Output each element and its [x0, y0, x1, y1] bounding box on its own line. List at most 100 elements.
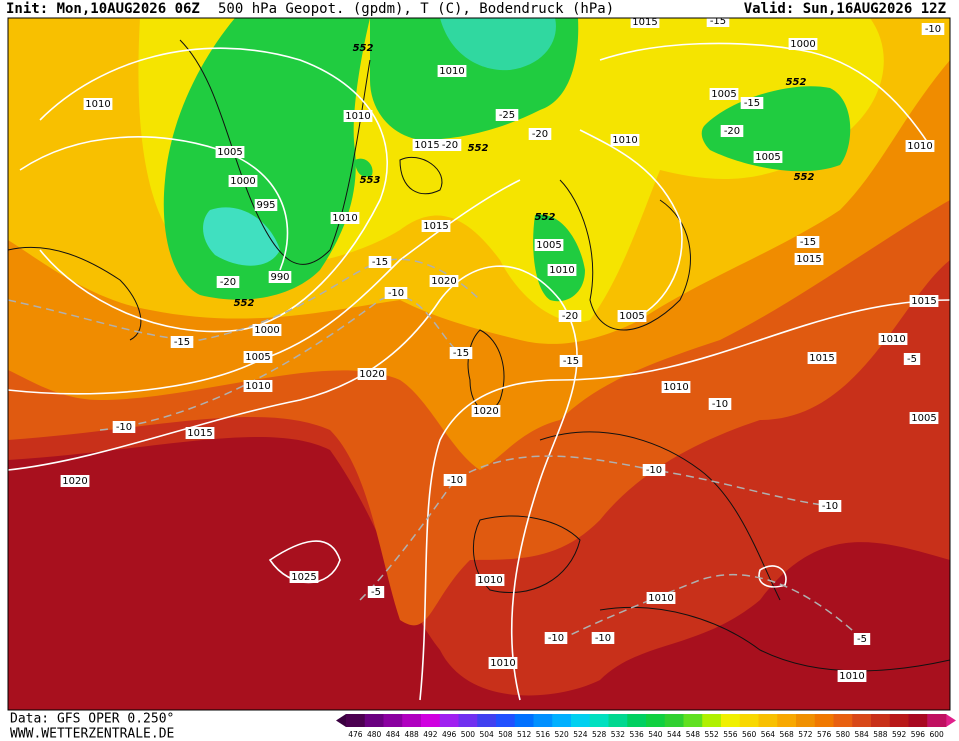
- pressure-label: 1020: [62, 476, 87, 487]
- isotherm: [559, 574, 863, 641]
- colorbar-bin: [552, 714, 572, 727]
- colorbar-label: 508: [498, 730, 513, 739]
- coastlines: [7, 39, 951, 672]
- colorbar-label: 556: [723, 730, 738, 739]
- colorbar-label: 552: [704, 730, 719, 739]
- label-box: [384, 287, 408, 299]
- label-box: [170, 336, 194, 348]
- pressure-label: 1025: [291, 572, 316, 583]
- pressure-label: 1010: [345, 111, 370, 122]
- colorbar-bin: [664, 714, 684, 727]
- pressure-label: 1015: [187, 428, 212, 439]
- label-box: [591, 632, 615, 644]
- label-box: [185, 427, 215, 439]
- label-box: [368, 256, 392, 268]
- colorbar-label: 544: [667, 730, 682, 739]
- temperature-label: -15: [372, 257, 388, 268]
- label-box: [642, 464, 666, 476]
- colorbar-bin: [814, 714, 834, 727]
- colorbar-label: 588: [873, 730, 888, 739]
- label-box: [709, 88, 739, 100]
- colorbar-bin: [571, 714, 591, 727]
- colorbar-label: 568: [779, 730, 794, 739]
- label-box: [909, 295, 939, 307]
- colorbar-label: 584: [854, 730, 869, 739]
- pressure-label: 1020: [359, 369, 384, 380]
- pressure-label: 1000: [790, 39, 815, 50]
- colorbar-label: 516: [536, 730, 551, 739]
- pressure-label: 1010: [612, 135, 637, 146]
- colorbar-bin: [927, 714, 947, 727]
- map-field: [8, 18, 950, 710]
- temperature-label: -10: [116, 422, 132, 433]
- colorbar-arrow-left: [336, 714, 346, 727]
- temperature-label: -15: [710, 16, 726, 27]
- temperature-label: -20: [532, 129, 548, 140]
- pressure-label: 1010: [648, 593, 673, 604]
- label-box: [547, 264, 577, 276]
- height-label: 553: [360, 175, 381, 186]
- label-box: [330, 212, 360, 224]
- colorbar-bin: [852, 714, 872, 727]
- colorbar-bin: [421, 714, 441, 727]
- colorbar-label: 524: [573, 730, 588, 739]
- pressure-label: 1005: [619, 311, 644, 322]
- colorbar-label: 596: [911, 730, 926, 739]
- colorbar-bin: [477, 714, 497, 727]
- colorbar-bin: [496, 714, 516, 727]
- colorbar-bin: [364, 714, 384, 727]
- colorbar-label: 500: [461, 730, 476, 739]
- coast-iberia: [472, 515, 581, 594]
- isobar: [758, 565, 787, 588]
- colorbar-bin: [346, 714, 366, 727]
- header-bg: [0, 0, 959, 18]
- temperature-label: -10: [646, 465, 662, 476]
- temperature-label: -10: [548, 633, 564, 644]
- label-box: [412, 139, 442, 151]
- pressure-label: 1005: [711, 89, 736, 100]
- colorbar-bin: [458, 714, 478, 727]
- pressure-label: 1010: [477, 575, 502, 586]
- colorbar-label: 512: [517, 730, 532, 739]
- colorbar-arrow-right: [946, 714, 956, 727]
- label-box: [254, 199, 278, 211]
- label-box: [357, 368, 387, 380]
- temperature-label: -5: [907, 354, 917, 365]
- label-box: [794, 253, 824, 265]
- isobar: [7, 265, 578, 701]
- pressure-label: 1010: [549, 265, 574, 276]
- colorbar: 476 480 484 488 492 496 500 504 508 512 516 520 524 5…: [336, 714, 956, 739]
- label-box: [878, 333, 908, 345]
- label-box: [343, 110, 373, 122]
- label-box: [83, 98, 113, 110]
- height-label: 552: [794, 172, 815, 183]
- coast-canada: [7, 246, 142, 341]
- colorbar-bin: [533, 714, 553, 727]
- temperature-label: -10: [595, 633, 611, 644]
- colorbar-bin: [702, 714, 722, 727]
- temperature-label: -20: [724, 126, 740, 137]
- colorbar-label: 480: [367, 730, 382, 739]
- colorbar-bin: [627, 714, 647, 727]
- label-box: [471, 405, 501, 417]
- colorbar-bin: [589, 714, 609, 727]
- temperature-label: -10: [925, 24, 941, 35]
- label-box: [268, 271, 292, 283]
- colorbar-label: 600: [929, 730, 944, 739]
- field-teal: [440, 18, 556, 71]
- coast-scandinavia: [559, 179, 691, 331]
- colorbar-label: 520: [554, 730, 569, 739]
- pressure-label: 1020: [431, 276, 456, 287]
- label-box: [740, 97, 764, 109]
- colorbar-bin: [833, 714, 853, 727]
- temperature-label: -15: [800, 237, 816, 248]
- label-box: [818, 500, 842, 512]
- label-box: [528, 128, 552, 140]
- colorbar-label: 548: [686, 730, 701, 739]
- colorbar-bin: [646, 714, 666, 727]
- label-box: [228, 175, 258, 187]
- colorbar-bin: [383, 714, 403, 727]
- label-box: [215, 146, 245, 158]
- label-box: [216, 276, 240, 288]
- temperature-label: -10: [712, 399, 728, 410]
